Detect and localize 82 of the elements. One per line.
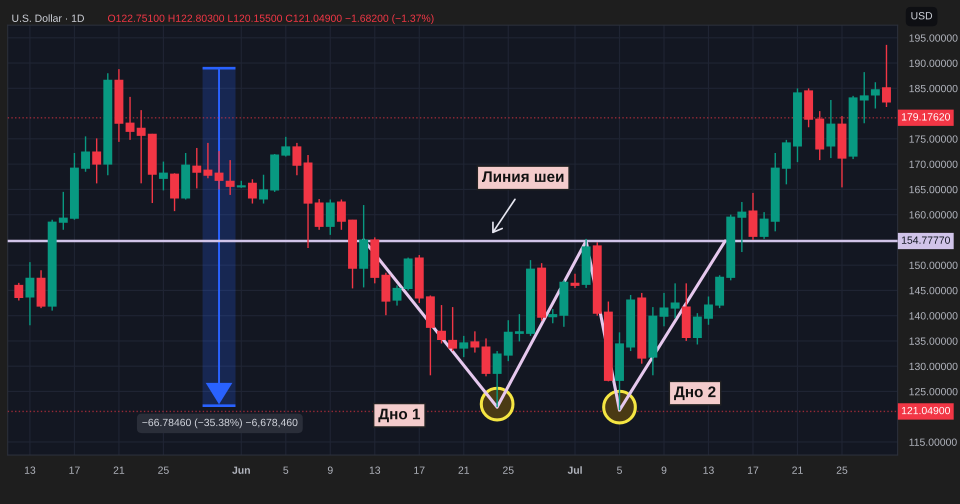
x-tick-label: 25 [836, 466, 848, 474]
candlestick [860, 71, 869, 124]
candlestick [281, 136, 290, 158]
x-tick-label: 17 [69, 466, 80, 474]
y-tick-label: 130.00000 [910, 362, 958, 370]
x-tick-label: Jul [568, 466, 582, 474]
chart-title: U.S. Dollar · 1D [12, 14, 84, 22]
candlestick [292, 142, 302, 176]
y-tick-label: 165.00000 [910, 186, 958, 194]
candlestick [58, 191, 68, 230]
y-tick-label: 185.00000 [910, 84, 958, 92]
annotation: Дно 2 [674, 386, 716, 400]
candlestick [136, 109, 146, 184]
candlestick [248, 178, 257, 204]
candlestick [737, 201, 746, 253]
candlestick [459, 335, 468, 358]
y-tick-label: 150.00000 [910, 262, 958, 270]
y-tick-label: 175.00000 [910, 135, 958, 143]
x-tick-label: 9 [328, 466, 333, 474]
candlestick [126, 96, 134, 141]
candlestick [670, 282, 680, 319]
candlestick [760, 211, 769, 240]
y-axis-title: USD [911, 12, 932, 20]
candlestick [392, 284, 402, 306]
x-tick-label: 17 [414, 466, 425, 474]
x-tick-label: 5 [617, 466, 622, 474]
ref-line-label: 154.77770 [902, 236, 950, 244]
y-tick-label: 170.00000 [910, 160, 958, 168]
annotation: Линия шеи [482, 171, 564, 182]
candlestick [314, 198, 324, 230]
x-tick-label: 13 [370, 466, 380, 474]
x-tick-label: 13 [703, 466, 714, 474]
ref-line-label: 121.04900 [902, 406, 950, 414]
x-tick-label: 25 [502, 466, 514, 474]
candlestick [214, 150, 224, 190]
candlestick [81, 136, 90, 172]
candlestick [259, 174, 268, 204]
x-tick-label: 21 [114, 466, 124, 474]
x-tick-label: 13 [24, 466, 36, 474]
candlestick [437, 304, 446, 344]
candlestick [92, 138, 102, 184]
y-tick-label: 125.00000 [910, 388, 958, 396]
x-tick-label: 17 [748, 466, 758, 474]
candlestick [226, 159, 235, 196]
candlestick [492, 350, 502, 408]
y-tick-label: 160.00000 [910, 211, 958, 219]
candlestick [25, 261, 34, 326]
x-tick-label: 25 [158, 466, 169, 474]
x-tick-label: 21 [792, 466, 803, 474]
y-tick-label: 140.00000 [910, 312, 958, 320]
candlestick [170, 172, 179, 212]
candlestick [704, 296, 713, 326]
x-tick-label: 21 [458, 466, 470, 474]
x-tick-label: 5 [283, 466, 288, 474]
candlestick [514, 313, 524, 342]
x-tick-label: 9 [662, 466, 666, 474]
y-tick-label: 195.00000 [910, 34, 958, 42]
text: O122.75100 H122.80300 L120.15500 C121.04900 −1.68200 (−1.37%) [108, 14, 434, 24]
y-tick-label: 135.00000 [910, 337, 958, 345]
candlestick [192, 147, 202, 190]
candlestick [570, 273, 580, 289]
annotation: −66.78460 (−35.38%) −6,678,460 [142, 418, 298, 428]
candlestick [504, 320, 513, 362]
candlestick [470, 330, 480, 354]
y-tick-label: 115.00000 [910, 438, 957, 446]
candlestick [448, 306, 458, 352]
candlestick [826, 99, 836, 159]
x-tick-label: Jun [232, 466, 250, 474]
candlestick [336, 198, 346, 230]
annotation: Дно 1 [378, 408, 420, 422]
y-tick-label: 190.00000 [910, 60, 958, 67]
candlestick [870, 82, 880, 110]
candlestick [692, 312, 702, 346]
candlestick [326, 198, 335, 236]
candlestick [660, 292, 668, 327]
candlestick [14, 282, 24, 302]
candlestick [548, 308, 558, 324]
candlestick [203, 142, 212, 179]
candlestick [882, 44, 891, 108]
ref-line-label: 179.17620 [902, 113, 950, 121]
candlestick [158, 160, 168, 192]
y-tick-label: 145.00000 [910, 286, 958, 294]
